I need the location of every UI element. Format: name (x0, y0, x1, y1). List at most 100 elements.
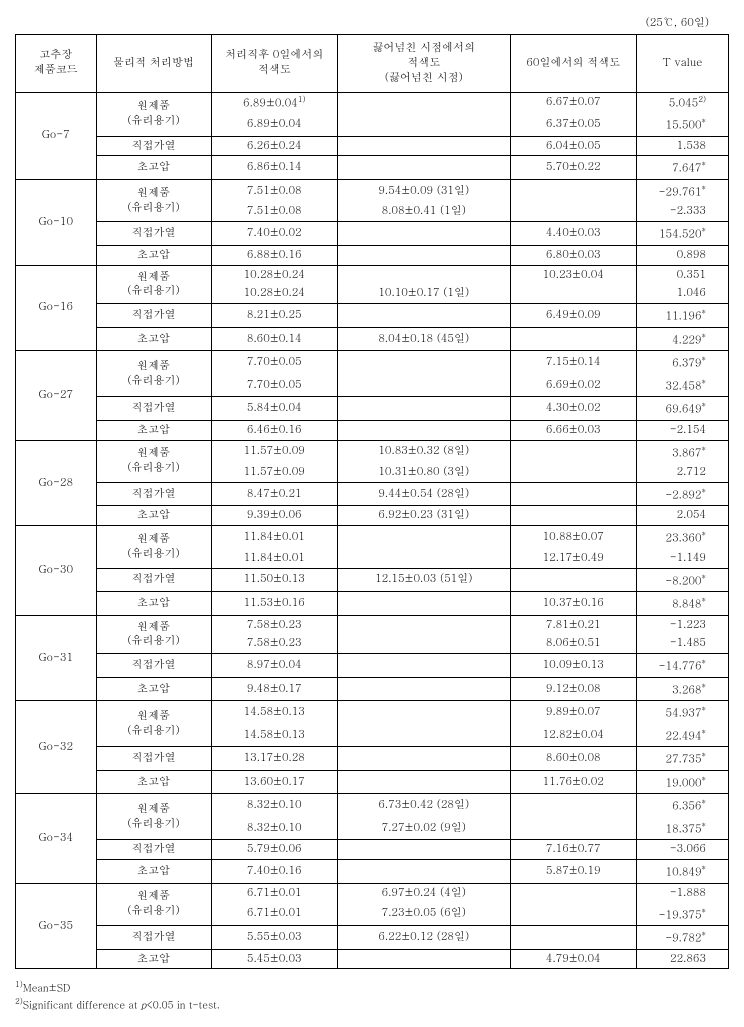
t-cell: 7.647* (637, 156, 729, 180)
table-row: 초고압7.40±0.165.87±0.1910.849* (16, 860, 729, 884)
vover-cell (338, 840, 511, 860)
table-row: 직접가열8.21±0.256.49±0.0911.196* (16, 304, 729, 328)
vover-cell (338, 526, 511, 549)
method-cell: 직접가열 (96, 654, 211, 678)
col-v60: 60일에서의 적색도 (510, 35, 637, 93)
t-cell: 3.268* (637, 677, 729, 701)
v60-cell: 8.06±0.51 (510, 634, 637, 653)
v60-cell: 8.60±0.08 (510, 747, 637, 771)
table-row: 초고압9.39±0.066.92±0.23 (31일)2.054 (16, 506, 729, 526)
v60-cell: 6.66±0.03 (510, 420, 637, 440)
table-row: 직접가열6.26±0.246.04±0.051.538 (16, 136, 729, 156)
code-cell: Go-28 (16, 440, 97, 526)
table-row: 직접가열5.84±0.044.30±0.0269.649* (16, 397, 729, 421)
t-cell: 15.500* (637, 113, 729, 136)
vover-cell (338, 374, 511, 397)
vover-cell (338, 770, 511, 794)
v60-cell: 4.40±0.03 (510, 222, 637, 246)
t-cell: 11.196* (637, 304, 729, 328)
table-row: 직접가열8.97±0.0410.09±0.13-14.776* (16, 654, 729, 678)
v0-cell: 8.47±0.21 (211, 482, 338, 506)
method-cell: 초고압 (96, 327, 211, 351)
v60-cell: 5.70±0.22 (510, 156, 637, 180)
t-cell: 154.520* (637, 222, 729, 246)
v60-cell (510, 568, 637, 592)
table-row: 직접가열8.47±0.219.44±0.54 (28일)-2.892* (16, 482, 729, 506)
v0-cell: 8.32±0.10 (211, 794, 338, 817)
t-cell: -1.149 (637, 549, 729, 568)
v60-cell: 5.87±0.19 (510, 860, 637, 884)
t-cell: 32.458* (637, 374, 729, 397)
v0-cell: 6.71±0.01 (211, 903, 338, 926)
v0-cell: 5.84±0.04 (211, 397, 338, 421)
v0-cell: 5.79±0.06 (211, 840, 338, 860)
method-cell: 직접가열 (96, 222, 211, 246)
v0-cell: 14.58±0.13 (211, 701, 338, 724)
code-cell: Go-35 (16, 883, 97, 969)
table-row: Go-16원제품(유리용기)10.28±0.2410.23±0.040.351 (16, 265, 729, 284)
vover-cell: 6.22±0.12 (28일) (338, 926, 511, 950)
v0-cell: 5.55±0.03 (211, 926, 338, 950)
method-cell: 초고압 (96, 420, 211, 440)
v60-cell: 6.04±0.05 (510, 136, 637, 156)
v60-cell (510, 926, 637, 950)
data-table: 고추장 제품코드 물리적 처리방법 처리직후 0일에서의 적색도 끓어넘친 시점… (15, 34, 729, 969)
t-cell: 0.898 (637, 245, 729, 265)
v60-cell: 10.37±0.16 (510, 592, 637, 616)
v60-cell: 10.23±0.04 (510, 265, 637, 284)
vover-cell (338, 92, 511, 113)
code-cell: Go-34 (16, 794, 97, 883)
v60-cell (510, 284, 637, 303)
v60-cell (510, 463, 637, 482)
v0-cell: 6.86±0.14 (211, 156, 338, 180)
method-cell: 직접가열 (96, 747, 211, 771)
vover-cell (338, 701, 511, 724)
v0-cell: 9.48±0.17 (211, 677, 338, 701)
v60-cell (510, 202, 637, 221)
v0-cell: 11.84±0.01 (211, 526, 338, 549)
vover-cell (338, 615, 511, 634)
table-row: Go-10원제품(유리용기)7.51±0.089.54±0.09 (31일)-2… (16, 179, 729, 202)
v0-cell: 11.57±0.09 (211, 463, 338, 482)
vover-cell: 7.23±0.05 (6일) (338, 903, 511, 926)
t-cell: -9.782* (637, 926, 729, 950)
t-cell: 1.538 (637, 136, 729, 156)
col-code: 고추장 제품코드 (16, 35, 97, 93)
v0-cell: 9.39±0.06 (211, 506, 338, 526)
t-cell: -8.200* (637, 568, 729, 592)
v0-cell: 7.70±0.05 (211, 374, 338, 397)
t-cell: -14.776* (637, 654, 729, 678)
t-cell: 6.379* (637, 351, 729, 374)
v0-cell: 10.28±0.24 (211, 284, 338, 303)
table-row: 직접가열7.40±0.024.40±0.03154.520* (16, 222, 729, 246)
v60-cell (510, 794, 637, 817)
v60-cell: 11.76±0.02 (510, 770, 637, 794)
vover-cell (338, 747, 511, 771)
t-cell: 54.937* (637, 701, 729, 724)
vover-cell (338, 156, 511, 180)
v0-cell: 7.58±0.23 (211, 634, 338, 653)
v60-cell: 9.89±0.07 (510, 701, 637, 724)
vover-cell (338, 724, 511, 747)
col-t: T value (637, 35, 729, 93)
vover-cell: 6.73±0.42 (28일) (338, 794, 511, 817)
v0-cell: 6.89±0.041) (211, 92, 338, 113)
v0-cell: 7.58±0.23 (211, 615, 338, 634)
v0-cell: 6.88±0.16 (211, 245, 338, 265)
code-cell: Go-16 (16, 265, 97, 351)
v60-cell: 7.81±0.21 (510, 615, 637, 634)
vover-cell: 8.08±0.41 (1일) (338, 202, 511, 221)
t-cell: 22.494* (637, 724, 729, 747)
t-cell: -29.761* (637, 179, 729, 202)
v0-cell: 8.21±0.25 (211, 304, 338, 328)
v60-cell: 6.69±0.02 (510, 374, 637, 397)
v0-cell: 6.46±0.16 (211, 420, 338, 440)
t-cell: 2.712 (637, 463, 729, 482)
v60-cell: 4.30±0.02 (510, 397, 637, 421)
v60-cell (510, 440, 637, 463)
v60-cell (510, 903, 637, 926)
method-cell: 원제품(유리용기) (96, 351, 211, 397)
v0-cell: 11.53±0.16 (211, 592, 338, 616)
v0-cell: 13.60±0.17 (211, 770, 338, 794)
method-cell: 초고압 (96, 156, 211, 180)
